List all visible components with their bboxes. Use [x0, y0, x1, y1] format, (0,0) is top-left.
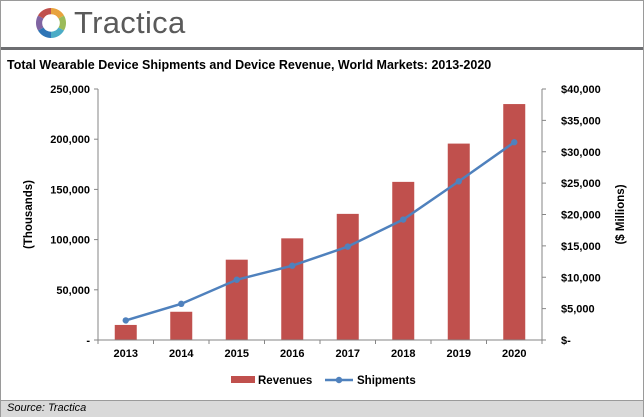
y2-tick-label: $25,000	[561, 178, 601, 190]
revenue-bar-2016	[281, 238, 304, 340]
brand-name: Tractica	[74, 5, 186, 40]
header-divider	[1, 47, 643, 50]
revenue-bar-2014	[170, 311, 193, 340]
revenue-bar-2019	[447, 143, 470, 340]
y-tick-label: 50,000	[56, 285, 90, 297]
y-tick-label: 100,000	[50, 235, 90, 247]
shipments-point-2014	[178, 300, 185, 308]
revenue-bar-2015	[225, 259, 248, 340]
y2-tick-label: $20,000	[561, 210, 601, 222]
revenue-bar-2017	[336, 213, 359, 340]
y-tick-label: 150,000	[50, 184, 90, 196]
revenue-bar-2013	[114, 324, 137, 340]
y-axis-title: (Thousands)	[23, 180, 35, 249]
shipments-point-2020	[511, 139, 518, 146]
y-tick-label: 250,000	[50, 84, 90, 96]
y2-axis-title: ($ Millions)	[615, 184, 627, 244]
x-tick-label: 2015	[225, 348, 249, 360]
legend-label-shipments: Shipments	[357, 375, 416, 387]
header-bar: Tractica	[1, 1, 643, 47]
source-bar: Source: Tractica	[1, 400, 643, 417]
x-tick-label: 2014	[169, 348, 194, 360]
shipments-point-2016	[289, 262, 296, 269]
chart: - 50,000 100,000 150,000 200,000 250,000 $- $5,…	[23, 84, 627, 387]
shipments-point-2017	[344, 243, 351, 250]
x-tick-label: 2020	[502, 348, 526, 360]
tractica-logo-icon	[35, 7, 67, 39]
y2-tick-label: $5,000	[561, 304, 595, 316]
x-tick-label: 2018	[391, 348, 415, 360]
shipments-point-2019	[455, 178, 462, 185]
legend-swatch-revenues	[231, 376, 255, 383]
shipments-point-2013	[122, 317, 129, 324]
x-tick-label: 2013	[114, 348, 138, 360]
y2-tick-label: $10,000	[561, 272, 601, 284]
y-tick-label: -	[86, 335, 90, 347]
y2-tick-label: $40,000	[561, 84, 601, 96]
y2-tick-label: $15,000	[561, 241, 601, 253]
x-tick-label: 2019	[447, 348, 471, 360]
y-tick-label: 200,000	[50, 134, 90, 146]
revenue-bar-2020	[503, 104, 526, 340]
revenue-bar-2018	[392, 181, 415, 340]
shipments-line	[125, 141, 515, 322]
y2-tick-label: $-	[561, 335, 571, 347]
y2-tick-label: $30,000	[561, 147, 601, 159]
legend-marker-shipments	[335, 376, 343, 384]
y2-tick-label: $35,000	[561, 115, 601, 127]
x-tick-label: 2017	[336, 348, 360, 360]
shipments-point-2015	[233, 276, 240, 283]
source-note: Source: Tractica	[7, 402, 87, 414]
x-tick-label: 2016	[280, 348, 304, 360]
chart-title: Total Wearable Device Shipments and Devi…	[7, 58, 492, 72]
shipments-point-2018	[400, 216, 407, 223]
legend-label-revenues: Revenues	[258, 375, 312, 387]
